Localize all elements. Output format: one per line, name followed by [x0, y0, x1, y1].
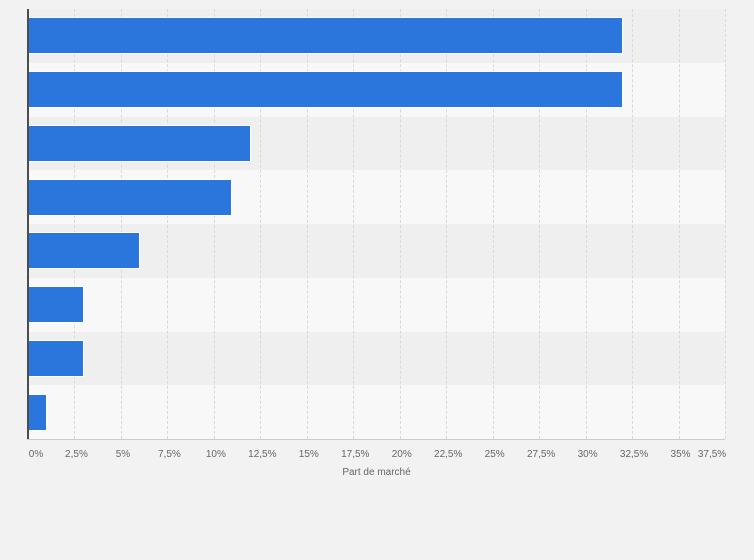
gridline	[678, 9, 680, 439]
x-tick-label: 27,5%	[526, 449, 556, 460]
row-stripe	[28, 331, 725, 386]
gridline	[74, 9, 76, 439]
gridline	[446, 9, 448, 439]
gridline	[539, 9, 541, 439]
x-tick-label: 12,5%	[248, 449, 277, 460]
x-tick-label: 17,5%	[341, 449, 370, 460]
x-tick-label: 22,5%	[434, 449, 463, 460]
bar-row-6[interactable]	[28, 286, 84, 324]
gridline	[492, 9, 494, 439]
row-stripe	[28, 277, 725, 332]
row-stripe	[28, 224, 725, 278]
bar-row-4[interactable]	[28, 178, 232, 216]
gridline	[353, 9, 355, 439]
row-stripe	[28, 385, 725, 439]
bar-row-3[interactable]	[28, 124, 251, 162]
x-axis-line	[27, 439, 725, 440]
x-tick-label: 15%	[298, 449, 319, 460]
gridline	[725, 9, 726, 439]
gridline	[260, 9, 262, 439]
y-axis-line	[27, 9, 29, 439]
gridline	[167, 9, 169, 439]
bar-row-5[interactable]	[28, 232, 140, 270]
x-tick-label: 10%	[205, 449, 226, 460]
bar-row-1[interactable]	[28, 17, 623, 55]
gridline	[306, 9, 308, 439]
x-tick-label: 5%	[115, 449, 131, 460]
x-tick-label: 30%	[577, 449, 598, 460]
gridline	[120, 9, 122, 439]
x-tick-label: 0%	[28, 449, 44, 460]
x-tick-label: 2,5%	[65, 449, 88, 460]
bar-row-8[interactable]	[28, 393, 47, 431]
x-tick-label: 32,5%	[619, 449, 649, 460]
gridline	[585, 9, 587, 439]
x-tick-label: 20%	[391, 449, 412, 460]
gridline	[632, 9, 634, 439]
gridline	[213, 9, 215, 439]
bar-row-2[interactable]	[28, 71, 623, 109]
x-tick-label: 25%	[484, 449, 505, 460]
x-tick-label: 35%	[670, 449, 691, 460]
gridline	[399, 9, 401, 439]
x-tick-label: 37,5%	[697, 449, 727, 460]
x-axis-title: Part de marché	[342, 467, 411, 478]
bar-row-7[interactable]	[28, 339, 84, 377]
x-tick-label: 7,5%	[157, 449, 181, 460]
